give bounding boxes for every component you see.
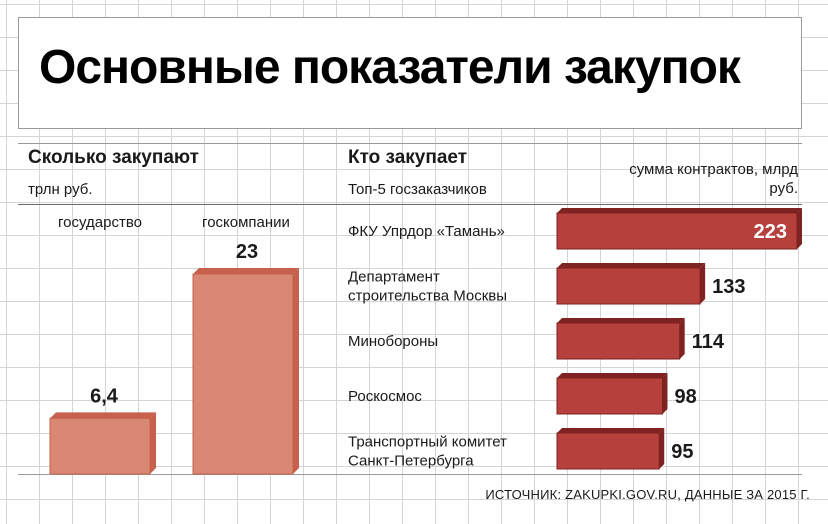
right-category-label-4-1: Санкт-Петербурга (348, 453, 474, 470)
right-bar-0-outline (556, 212, 798, 250)
right-bar-2-top (557, 318, 685, 323)
right-bar-2-outline (556, 322, 681, 360)
right-value-label-0: 223 (754, 221, 787, 243)
right-bar-3-face (557, 378, 663, 414)
left-category-label-1: госкомпании (202, 214, 290, 231)
right-value-label-4: 95 (671, 441, 693, 463)
right-bar-3-top (557, 373, 668, 378)
right-bar-4-outline (556, 432, 660, 470)
right-chart-title: Кто закупает (348, 147, 468, 168)
right-bar-4 (556, 428, 665, 470)
page-title: Основные показатели закупок (39, 41, 741, 94)
right-bar-4-top (557, 428, 665, 433)
right-category-label-1-0: Департамент (348, 269, 440, 286)
left-bar-0-outline (49, 417, 151, 475)
right-bar-1-side (700, 263, 706, 304)
right-category-label-1-1: строительства Москвы (348, 288, 507, 305)
left-bar-1-face (193, 274, 293, 474)
left-bar-0-top (50, 412, 156, 419)
left-value-label-1: 23 (236, 241, 258, 263)
right-bar-1 (556, 263, 706, 305)
right-category-label-3-0: Роскосмос (348, 388, 422, 405)
right-bar-0-face (557, 213, 797, 249)
right-bar-2-face (557, 323, 680, 359)
divider-top (18, 143, 802, 144)
right-bar-3-outline (556, 377, 663, 415)
left-chart-title: Сколько закупают (28, 147, 199, 168)
title-box: Основные показатели закупок (18, 17, 802, 129)
left-bar-0 (49, 412, 156, 475)
divider-header (18, 204, 802, 205)
right-value-label-2: 114 (692, 331, 725, 353)
divider-bottom (18, 474, 802, 475)
right-bar-1-face (557, 268, 701, 304)
right-chart-unit: сумма контрактов, млрд руб. (629, 161, 798, 197)
left-bar-1 (192, 268, 299, 475)
left-category-label-0: государство (58, 214, 142, 231)
right-category-label-2-0: Минобороны (348, 333, 438, 350)
right-bar-0 (556, 208, 802, 250)
right-bar-4-side (659, 428, 665, 469)
left-bar-1-top (193, 268, 299, 274)
right-bar-1-outline (556, 267, 701, 305)
right-bar-2 (556, 318, 685, 360)
left-bar-1-outline (192, 273, 294, 475)
left-bar-1-side (293, 268, 299, 474)
right-bar-4-face (557, 433, 660, 469)
right-bar-1-top (557, 263, 706, 268)
right-bar-3 (556, 373, 668, 415)
source-note: ИСТОЧНИК: ZAKUPKI.GOV.RU, ДАННЫЕ ЗА 2015… (485, 487, 810, 502)
left-chart-unit: трлн руб. (28, 181, 93, 198)
left-bar-0-side (150, 412, 156, 474)
right-bar-0-top (557, 208, 802, 213)
left-bar-0-face (50, 418, 150, 474)
right-bar-0-side (797, 208, 802, 249)
right-bar-2-side (679, 318, 685, 359)
right-category-label-4-0: Транспортный комитет (348, 434, 507, 451)
right-category-label-0-0: ФКУ Упрдор «Тамань» (348, 223, 505, 240)
right-value-label-3: 98 (674, 386, 696, 408)
left-value-label-0: 6,4 (90, 385, 119, 407)
right-bar-3-side (662, 373, 668, 414)
right-chart-subtitle: Топ-5 госзаказчиков (348, 181, 487, 198)
right-value-label-1: 133 (712, 276, 745, 298)
